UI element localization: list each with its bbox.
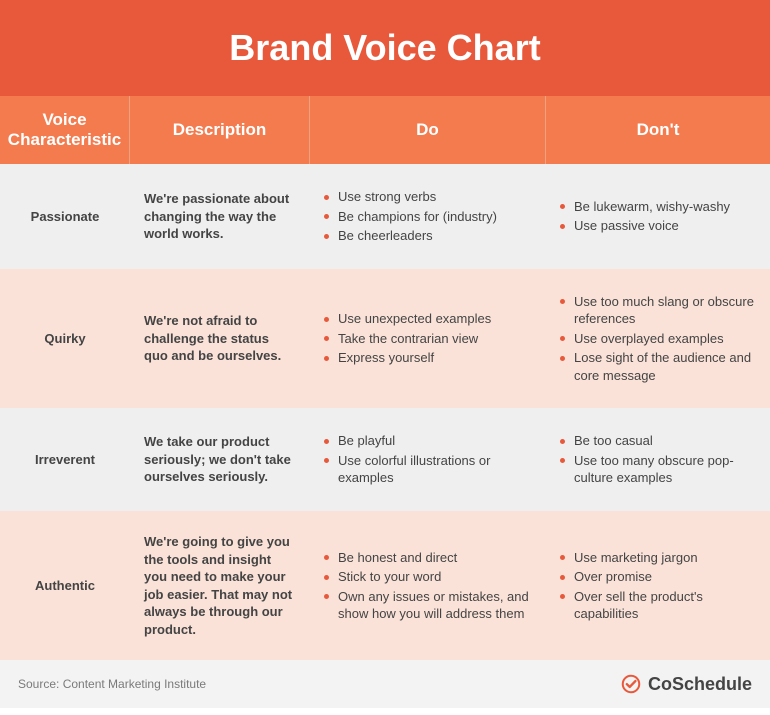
dont-list: Use too much slang or obscure references… <box>560 291 756 387</box>
dont-cell: Be too casual Use too many obscure pop-cu… <box>546 408 770 511</box>
chart-title: Brand Voice Chart <box>0 0 770 96</box>
dont-item: Use marketing jargon <box>560 549 756 567</box>
dont-cell: Be lukewarm, wishy-washyUse passive voic… <box>546 164 770 269</box>
do-item: Own any issues or mistakes, and show how… <box>324 588 532 623</box>
dont-cell: Use marketing jargonOver promise Over sel… <box>546 511 770 660</box>
voice-characteristic-cell: Quirky <box>0 269 130 409</box>
do-list: Use strong verbs Be champions for (indust… <box>324 186 532 247</box>
do-list: Be honest and directStick to your word Ow… <box>324 547 532 625</box>
voice-characteristic-cell: Authentic <box>0 511 130 660</box>
voice-characteristic-cell: Irreverent <box>0 408 130 511</box>
description-cell: We're not afraid to challenge the status… <box>130 269 310 409</box>
dont-list: Be lukewarm, wishy-washyUse passive voic… <box>560 196 756 237</box>
source-text: Source: Content Marketing Institute <box>18 677 206 691</box>
table-header-cell: Don't <box>546 96 770 164</box>
do-cell: Be playful Use colorful illustrations or … <box>310 408 546 511</box>
description-cell: We're passionate about changing the way … <box>130 164 310 269</box>
description-cell: We take our product seriously; we don't … <box>130 408 310 511</box>
do-cell: Use unexpected examples Take the contrari… <box>310 269 546 409</box>
do-cell: Use strong verbs Be champions for (indust… <box>310 164 546 269</box>
table-header-cell: Description <box>130 96 310 164</box>
table-row: IrreverentWe take our product seriously;… <box>0 408 770 511</box>
table-header-cell: Voice Characteristic <box>0 96 130 164</box>
do-item: Express yourself <box>324 349 532 367</box>
dont-item: Use passive voice <box>560 217 756 235</box>
do-list: Use unexpected examples Take the contrari… <box>324 308 532 369</box>
voice-characteristic-cell: Passionate <box>0 164 130 269</box>
dont-item: Use overplayed examples <box>560 330 756 348</box>
table-row: QuirkyWe're not afraid to challenge the … <box>0 269 770 409</box>
dont-list: Use marketing jargonOver promise Over sel… <box>560 547 756 625</box>
do-item: Be playful <box>324 432 532 450</box>
do-list: Be playful Use colorful illustrations or … <box>324 430 532 489</box>
do-item: Take the contrarian view <box>324 330 532 348</box>
dont-item: Over promise <box>560 568 756 586</box>
dont-list: Be too casual Use too many obscure pop-cu… <box>560 430 756 489</box>
do-cell: Be honest and directStick to your word Ow… <box>310 511 546 660</box>
dont-cell: Use too much slang or obscure references… <box>546 269 770 409</box>
do-item: Be honest and direct <box>324 549 532 567</box>
dont-item: Be lukewarm, wishy-washy <box>560 198 756 216</box>
table-row: PassionateWe're passionate about changin… <box>0 164 770 269</box>
do-item: Use strong verbs <box>324 188 532 206</box>
dont-item: Use too much slang or obscure references <box>560 293 756 328</box>
do-item: Use colorful illustrations or examples <box>324 452 532 487</box>
description-cell: We're going to give you the tools and in… <box>130 511 310 660</box>
do-item: Be champions for (industry) <box>324 208 532 226</box>
footer: Source: Content Marketing Institute CoSch… <box>0 660 770 708</box>
dont-item: Lose sight of the audience and core mess… <box>560 349 756 384</box>
table-row: AuthenticWe're going to give you the too… <box>0 511 770 660</box>
table-header-cell: Do <box>310 96 546 164</box>
dont-item: Over sell the product's capabilities <box>560 588 756 623</box>
coschedule-icon <box>620 673 642 695</box>
do-item: Stick to your word <box>324 568 532 586</box>
brand-logo: CoSchedule <box>620 673 752 695</box>
do-item: Use unexpected examples <box>324 310 532 328</box>
dont-item: Be too casual <box>560 432 756 450</box>
brand-name: CoSchedule <box>648 674 752 695</box>
do-item: Be cheerleaders <box>324 227 532 245</box>
dont-item: Use too many obscure pop-culture example… <box>560 452 756 487</box>
table-header-row: Voice CharacteristicDescriptionDoDon't <box>0 96 770 164</box>
